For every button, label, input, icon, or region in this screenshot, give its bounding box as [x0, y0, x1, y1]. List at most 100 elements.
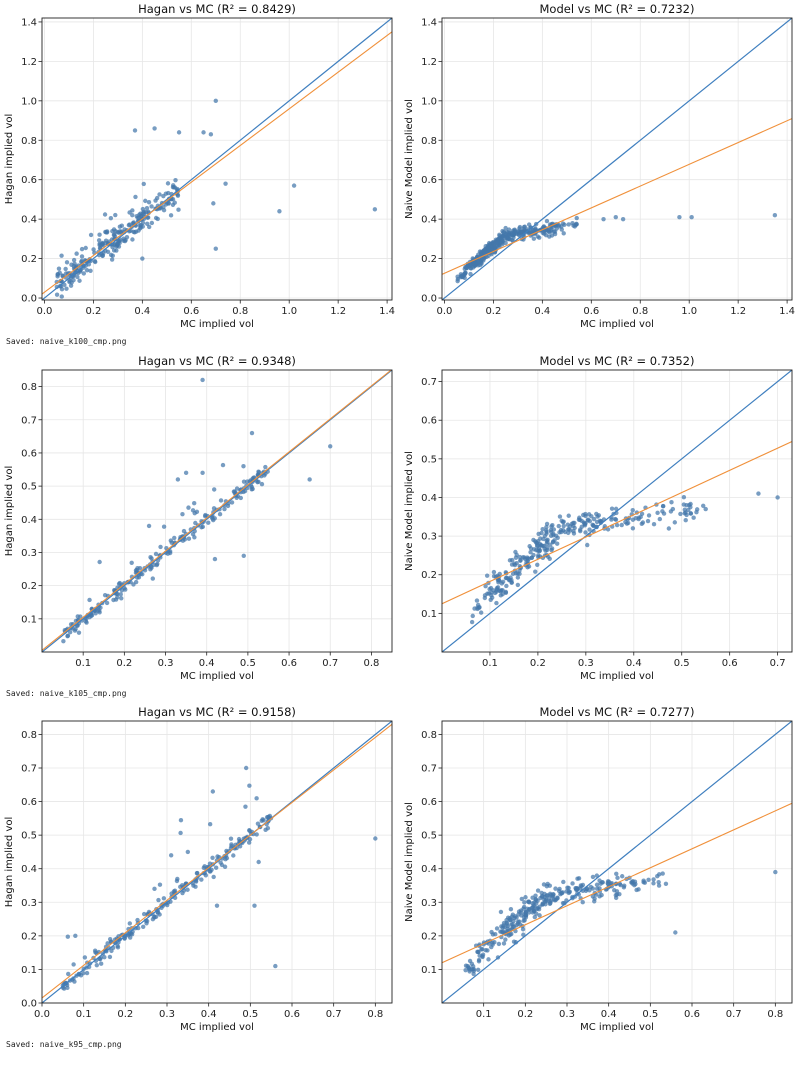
data-point: [259, 481, 265, 487]
data-point: [208, 869, 213, 874]
data-point: [154, 195, 160, 201]
y-tick-label: 0.2: [21, 931, 37, 942]
data-point: [469, 967, 475, 972]
data-point: [577, 515, 582, 520]
data-point: [211, 487, 217, 492]
data-point: [531, 236, 537, 241]
data-point: [97, 559, 102, 565]
data-point: [660, 509, 665, 514]
data-point: [533, 569, 538, 574]
data-point: [669, 500, 674, 505]
data-point: [229, 500, 235, 505]
data-point: [501, 920, 507, 926]
data-point: [71, 278, 76, 283]
data-point: [677, 214, 682, 220]
y-tick-label: 0.4: [21, 515, 37, 526]
data-point: [186, 536, 192, 541]
data-point: [168, 853, 174, 858]
x-tick-label: 0.7: [322, 658, 338, 669]
data-point: [578, 883, 584, 888]
x-axis-label: MC implied vol: [180, 671, 254, 682]
data-point: [56, 266, 62, 271]
x-tick-label: 0.8: [767, 1009, 783, 1020]
data-point: [552, 229, 558, 234]
data-point: [170, 202, 176, 208]
y-tick-label: 0.8: [21, 730, 37, 741]
data-point: [554, 541, 560, 546]
data-point: [620, 216, 626, 222]
data-point: [592, 899, 597, 904]
data-point: [172, 535, 177, 541]
data-point: [247, 828, 252, 834]
data-point: [542, 891, 547, 897]
data-point: [241, 464, 246, 469]
data-point: [605, 527, 611, 532]
data-point: [622, 883, 627, 888]
y-tick-label: 0.4: [21, 864, 37, 875]
data-point: [104, 600, 110, 606]
data-point: [561, 231, 566, 236]
data-point: [488, 597, 493, 602]
x-tick-label: 0.7: [326, 1009, 342, 1020]
data-point: [102, 212, 108, 217]
data-point: [483, 584, 488, 589]
data-point: [256, 859, 261, 865]
data-point: [535, 888, 541, 893]
data-point: [249, 430, 255, 436]
data-point: [161, 193, 166, 199]
data-point: [95, 608, 100, 613]
axes-frame: [441, 720, 793, 1004]
data-point: [79, 254, 85, 259]
data-point: [510, 557, 515, 563]
y-tick-label: 0.0: [421, 294, 437, 305]
data-point: [582, 521, 587, 527]
data-point: [509, 922, 514, 927]
y-tick-label: 0.2: [421, 254, 437, 265]
data-point: [497, 578, 502, 583]
data-point: [210, 855, 215, 860]
scatter-panel-hagan-k105: 0.1 0.2 0.3 0.4 0.5 0.6 0.7 0.8 0.1 0.2 0.3 0.4 0.5 0…: [4, 354, 393, 682]
data-point: [507, 917, 513, 923]
data-point: [588, 884, 594, 890]
y-tick-label: 0.1: [421, 609, 437, 620]
x-axis-label: MC implied vol: [580, 671, 654, 682]
data-point: [468, 271, 473, 277]
data-point: [479, 252, 484, 257]
data-point: [570, 881, 575, 886]
data-point: [152, 886, 157, 892]
data-point: [544, 218, 550, 224]
data-point: [210, 516, 215, 521]
data-point: [684, 512, 689, 518]
data-point: [185, 887, 190, 892]
data-point: [110, 253, 115, 258]
data-point: [247, 783, 252, 788]
data-point: [566, 885, 571, 891]
data-point: [149, 565, 154, 571]
chart-title: Hagan vs MC (R² = 0.8429): [138, 2, 296, 16]
data-point: [273, 963, 278, 969]
scatter-panel-model-k105: 0.1 0.2 0.3 0.4 0.5 0.6 0.7 0.1 0.2 0.3 0.4 0.5 0.6 0…: [404, 354, 793, 682]
data-point: [526, 899, 531, 904]
data-point: [655, 874, 660, 879]
data-point: [108, 215, 114, 221]
data-point: [462, 271, 467, 276]
data-point: [518, 910, 524, 915]
data-point: [178, 830, 183, 836]
data-point: [83, 619, 89, 624]
x-tick-label: 0.5: [642, 1009, 658, 1020]
y-tick-label: 0.2: [421, 570, 437, 581]
axes-frame: [441, 369, 793, 653]
data-point: [201, 865, 207, 871]
x-tick-label: 0.4: [201, 1009, 217, 1020]
y-tick-label: 1.0: [21, 96, 37, 107]
chart-title: Hagan vs MC (R² = 0.9158): [138, 705, 296, 719]
data-point: [191, 500, 197, 506]
data-point: [211, 201, 216, 206]
x-tick-label: 0.2: [116, 658, 132, 669]
axes-frame: [41, 17, 393, 301]
data-point: [630, 507, 635, 513]
data-point: [65, 271, 71, 276]
y-tick-label: 0.5: [21, 831, 37, 842]
data-point: [150, 576, 155, 581]
data-point: [119, 596, 124, 601]
